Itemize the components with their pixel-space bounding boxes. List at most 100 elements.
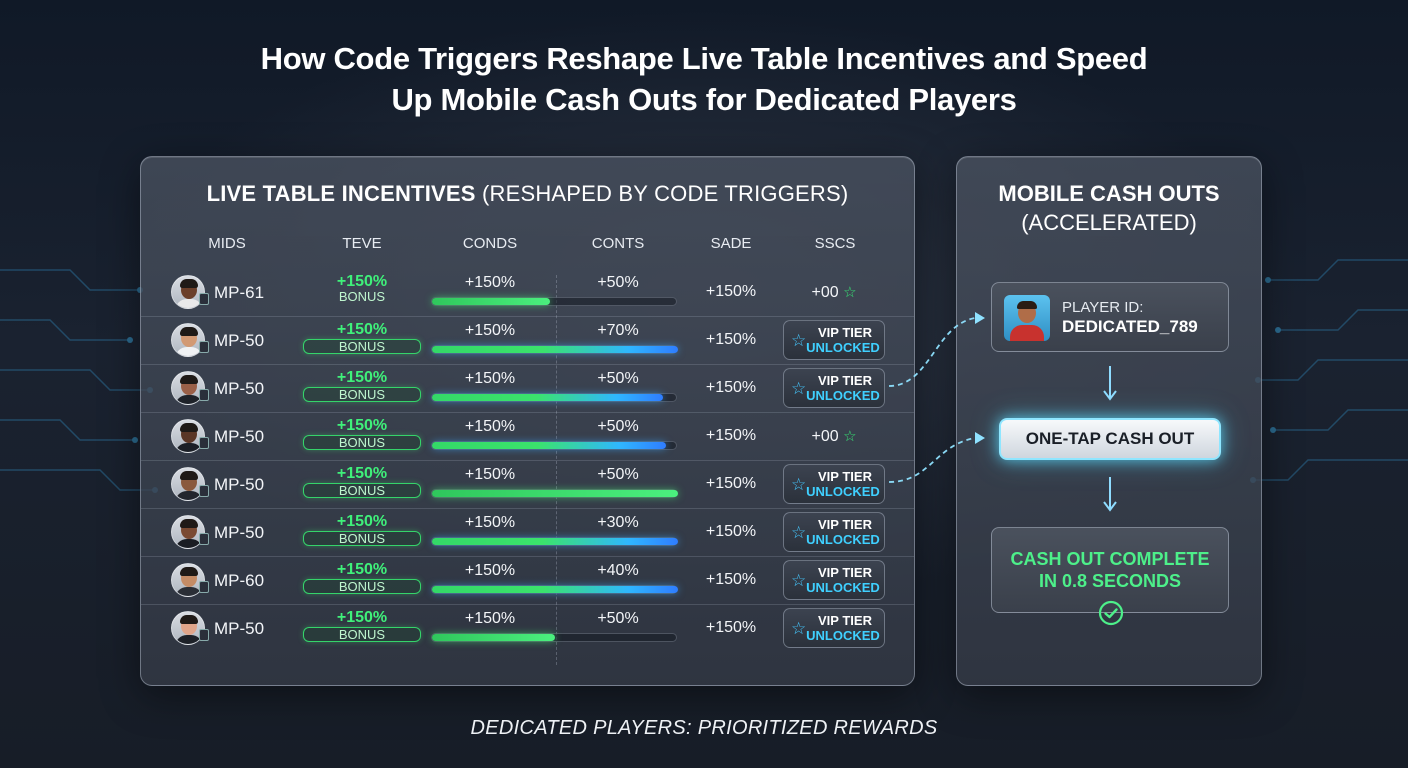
star-icon: ☆ bbox=[843, 428, 857, 445]
column-header-conts: CONTS bbox=[591, 235, 645, 252]
sade-value: +150% bbox=[705, 475, 757, 492]
cash-outs-subtitle: (ACCELERATED) bbox=[1021, 210, 1197, 235]
player-id-value: DEDICATED_789 bbox=[1062, 317, 1198, 336]
progress-fill bbox=[432, 442, 666, 449]
conds-value: +150% bbox=[464, 274, 516, 291]
check-circle-icon bbox=[1098, 600, 1124, 626]
bonus-percent: +150% bbox=[336, 417, 388, 434]
column-header-conds: CONDS bbox=[462, 235, 518, 252]
circuit-decoration-right bbox=[1250, 259, 1408, 483]
bonus-cell: +150% BONUS bbox=[303, 609, 421, 642]
bonus-cell: +150% BONUS bbox=[303, 369, 421, 402]
cash-out-complete-line2: IN 0.8 SECONDS bbox=[1038, 571, 1182, 591]
live-table-title-bold: LIVE TABLE INCENTIVES bbox=[206, 181, 476, 206]
vip-unlocked-label: UNLOCKED bbox=[806, 628, 880, 643]
progress-fill bbox=[432, 298, 550, 305]
star-icon: ☆ bbox=[843, 284, 857, 301]
table-row: MP-50 +150% BONUS +150% +50% +150% ☆ VIP… bbox=[141, 461, 914, 509]
conds-value: +150% bbox=[464, 610, 516, 627]
conts-value: +50% bbox=[597, 610, 639, 627]
conts-value: +50% bbox=[597, 370, 639, 387]
sade-value: +150% bbox=[705, 523, 757, 540]
cash-outs-panel-title: MOBILE CASH OUTS (ACCELERATED) bbox=[957, 179, 1261, 237]
conds-value: +150% bbox=[464, 466, 516, 483]
star-outline-icon: ☆ bbox=[791, 475, 807, 494]
table-row: MP-50 +150% BONUS +150% +30% +150% ☆ VIP… bbox=[141, 509, 914, 557]
avatar bbox=[171, 467, 205, 501]
vip-unlocked-label: UNLOCKED bbox=[806, 580, 880, 595]
arrow-down-icon bbox=[1103, 477, 1117, 512]
vip-unlocked-label: UNLOCKED bbox=[806, 388, 880, 403]
avatar bbox=[171, 515, 205, 549]
chip-badge-icon bbox=[199, 389, 209, 401]
player-id-label: PLAYER ID: bbox=[1062, 299, 1144, 316]
bonus-percent: +150% bbox=[336, 465, 388, 482]
player-id: MP-50 bbox=[214, 523, 265, 542]
conts-value: +50% bbox=[597, 274, 639, 291]
progress-bar bbox=[431, 393, 677, 402]
chip-badge-icon bbox=[199, 581, 209, 593]
bonus-label: BONUS bbox=[338, 289, 386, 304]
avatar bbox=[171, 275, 205, 309]
conts-value: +70% bbox=[597, 322, 639, 339]
progress-fill bbox=[432, 394, 663, 401]
conds-value: +150% bbox=[464, 322, 516, 339]
vip-tier-unlocked-badge: ☆ VIP TIER UNLOCKED bbox=[783, 560, 885, 600]
star-outline-icon: ☆ bbox=[791, 571, 807, 590]
table-row: MP-50 +150% BONUS +150% +70% +150% ☆ VIP… bbox=[141, 317, 914, 365]
player-id: MP-60 bbox=[214, 571, 265, 590]
chip-badge-icon bbox=[199, 341, 209, 353]
live-table-panel-title: LIVE TABLE INCENTIVES (RESHAPED BY CODE … bbox=[141, 181, 914, 207]
incentive-table-body: MP-61 +150% BONUS +150% +50% +150% +00 ☆ bbox=[141, 269, 914, 653]
star-outline-icon: ☆ bbox=[791, 523, 807, 542]
bonus-label: BONUS bbox=[303, 531, 421, 546]
progress-bar bbox=[431, 585, 678, 594]
sade-value: +150% bbox=[705, 571, 757, 588]
conts-value: +50% bbox=[597, 418, 639, 435]
conds-value: +150% bbox=[464, 562, 516, 579]
progress-fill bbox=[432, 586, 678, 593]
player-id: MP-50 bbox=[214, 619, 265, 638]
conds-value: +150% bbox=[464, 514, 516, 531]
progress-fill bbox=[432, 634, 555, 641]
arrow-down-icon bbox=[1103, 366, 1117, 401]
page-title-line1: How Code Triggers Reshape Live Table Inc… bbox=[260, 41, 1148, 76]
progress-fill bbox=[432, 346, 678, 353]
cash-out-complete-card: CASH OUT COMPLETE IN 0.8 SECONDS bbox=[991, 527, 1229, 626]
progress-bar bbox=[431, 297, 677, 306]
bonus-label: BONUS bbox=[303, 483, 421, 498]
page-title: How Code Triggers Reshape Live Table Inc… bbox=[0, 38, 1408, 120]
conts-value: +30% bbox=[597, 514, 639, 531]
player-avatar bbox=[1004, 295, 1050, 341]
sade-value: +150% bbox=[705, 331, 757, 348]
vip-unlocked-label: UNLOCKED bbox=[806, 340, 880, 355]
one-tap-cash-out-button[interactable]: ONE-TAP CASH OUT bbox=[999, 418, 1221, 460]
column-header-mids: MIDS bbox=[208, 235, 246, 252]
column-header-sscs: SSCS bbox=[814, 235, 856, 252]
star-outline-icon: ☆ bbox=[791, 379, 807, 398]
chip-badge-icon bbox=[199, 629, 209, 641]
star-outline-icon: ☆ bbox=[791, 331, 807, 350]
chip-badge-icon bbox=[199, 437, 209, 449]
bonus-label: BONUS bbox=[303, 387, 421, 402]
bonus-cell: +150% BONUS bbox=[303, 465, 421, 498]
progress-bar bbox=[431, 441, 677, 450]
vip-tier-label: VIP TIER bbox=[818, 469, 872, 484]
mobile-cash-outs-panel: MOBILE CASH OUTS (ACCELERATED) PLAYER ID… bbox=[956, 156, 1262, 686]
bonus-cell: +150% BONUS bbox=[303, 273, 421, 304]
progress-bar bbox=[431, 537, 678, 546]
cash-out-complete-text: CASH OUT COMPLETE IN 0.8 SECONDS bbox=[992, 548, 1228, 592]
sscs-value: +00 bbox=[811, 428, 839, 445]
progress-fill bbox=[432, 490, 678, 497]
bonus-percent: +150% bbox=[336, 321, 388, 338]
bonus-percent: +150% bbox=[336, 561, 388, 578]
chip-badge-icon bbox=[199, 533, 209, 545]
table-row: MP-60 +150% BONUS +150% +40% +150% ☆ VIP… bbox=[141, 557, 914, 605]
sade-value: +150% bbox=[705, 283, 757, 300]
table-row: MP-50 +150% BONUS +150% +50% +150% ☆ VIP… bbox=[141, 365, 914, 413]
conts-value: +50% bbox=[597, 466, 639, 483]
bonus-cell: +150% BONUS bbox=[303, 561, 421, 594]
vip-tier-label: VIP TIER bbox=[818, 613, 872, 628]
footer-caption: DEDICATED PLAYERS: PRIORITIZED REWARDS bbox=[470, 717, 938, 739]
table-row: MP-50 +150% BONUS +150% +50% +150% ☆ VIP… bbox=[141, 605, 914, 653]
